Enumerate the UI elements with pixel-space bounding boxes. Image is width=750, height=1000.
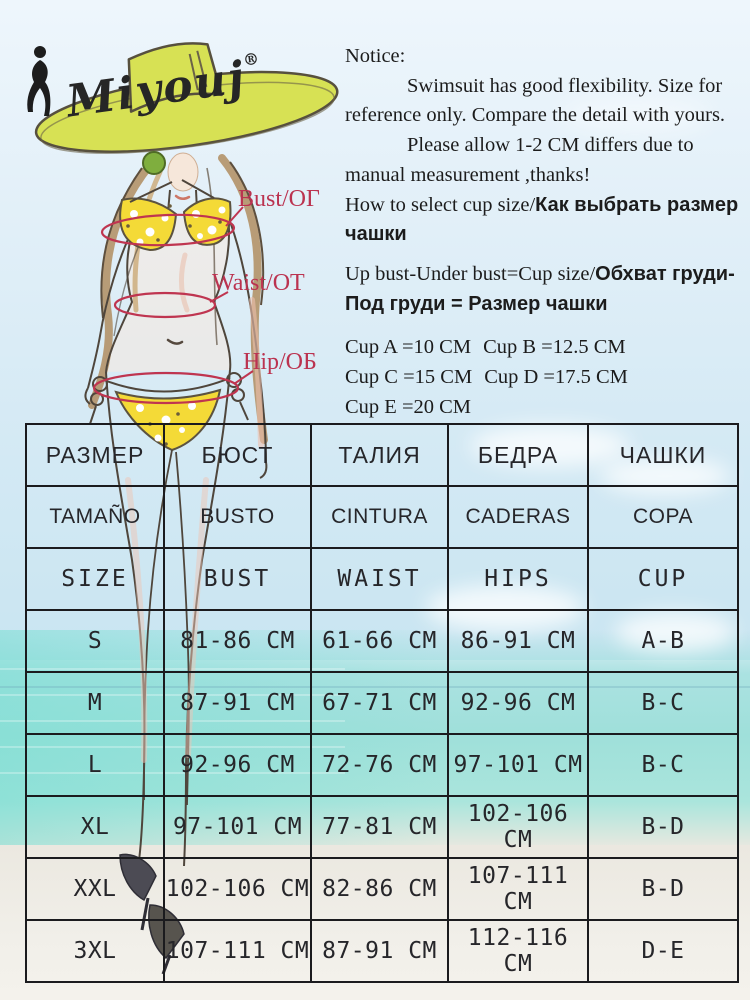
size-table-row: M 87-91 CM 67-71 CM 92-96 CM B-C: [25, 671, 739, 735]
size-table-cell: 107-111 CM: [163, 919, 312, 983]
cup-value: Cup B =12.5 CM: [483, 336, 626, 359]
notice-section: Notice: Swimsuit has good flexibility. S…: [345, 42, 747, 423]
size-table-cell: 87-91 CM: [310, 919, 449, 983]
cup-select-heading-ru: Как выбрать размер чашки: [345, 193, 739, 246]
size-table-cell: D-E: [587, 919, 739, 983]
size-table-cell: 81-86 CM: [163, 609, 312, 673]
size-table-header-cell: BUST: [163, 547, 312, 611]
size-table-cell: 86-91 CM: [447, 609, 589, 673]
size-table-cell: 61-66 CM: [310, 609, 449, 673]
size-table-cell: 92-96 CM: [163, 733, 312, 797]
size-table-cell: 3XL: [25, 919, 165, 983]
size-table-header-cell: CADERAS: [447, 485, 589, 549]
cup-value: Cup A =10 CM: [345, 336, 472, 359]
size-table-cell: XL: [25, 795, 165, 859]
size-table-header-row: SIZE BUST WAIST HIPS CUP: [25, 547, 739, 611]
cup-value: Cup D =17.5 CM: [484, 366, 628, 389]
notice-paragraph-allowance: Please allow 1-2 CM differs due to manua…: [345, 134, 694, 186]
size-table-cell: 102-106 CM: [163, 857, 312, 921]
size-table-row: XXL 102-106 CM 82-86 CM 107-111 CM B-D: [25, 857, 739, 921]
size-table-cell: 87-91 CM: [163, 671, 312, 735]
size-table-cell: A-B: [587, 609, 739, 673]
size-table-row: L 92-96 CM 72-76 CM 97-101 CM B-C: [25, 733, 739, 797]
size-table-row: XL 97-101 CM 77-81 CM 102-106 CM B-D: [25, 795, 739, 859]
size-table-cell: 92-96 CM: [447, 671, 589, 735]
brand-logo: Miyouj®: [18, 40, 262, 150]
size-table-cell: 112-116 CM: [447, 919, 589, 983]
size-table-cell: B-C: [587, 671, 739, 735]
size-table-cell: 72-76 CM: [310, 733, 449, 797]
size-table-row: 3XL 107-111 CM 87-91 CM 112-116 CM D-E: [25, 919, 739, 983]
cup-formula-en: Up bust-Under bust=Cup size/: [345, 263, 596, 286]
size-table-cell: B-C: [587, 733, 739, 797]
cup-values: Cup A =10 CM Cup B =12.5 CM Cup C =15 CM Cu…: [345, 333, 747, 422]
size-table-cell: 97-101 CM: [163, 795, 312, 859]
measure-label-hip: Hip/ОБ: [243, 349, 317, 375]
measure-label-waist: Waist/ОТ: [212, 270, 305, 296]
cup-value: Cup E =20 CM: [345, 395, 472, 418]
size-table-cell: B-D: [587, 795, 739, 859]
cup-select-heading: How to select cup size/Как выбрать разме…: [345, 191, 747, 250]
size-table-header-cell: CINTURA: [310, 485, 449, 549]
size-table-header-cell: WAIST: [310, 547, 449, 611]
brand-name: Miyouj®: [63, 48, 263, 128]
size-table-header-row: TAMAÑO BUSTO CINTURA CADERAS COPA: [25, 485, 739, 549]
size-table: РАЗМЕР БЮСТ ТАЛИЯ БЕДРА ЧАШКИ TAMAÑO BUSTO CINT…: [25, 423, 739, 983]
cup-select-heading-en: How to select cup size/: [345, 193, 536, 216]
size-table-row: S 81-86 CM 61-66 CM 86-91 CM A-B: [25, 609, 739, 673]
size-table-cell: L: [25, 733, 165, 797]
size-table-header-cell: БЮСТ: [163, 423, 312, 487]
registered-mark-icon: ®: [241, 48, 263, 70]
size-table-header-cell: SIZE: [25, 547, 165, 611]
size-table-cell: 77-81 CM: [310, 795, 449, 859]
size-table-header-row: РАЗМЕР БЮСТ ТАЛИЯ БЕДРА ЧАШКИ: [25, 423, 739, 487]
size-table-body: РАЗМЕР БЮСТ ТАЛИЯ БЕДРА ЧАШКИ TAMAÑO BUSTO CINT…: [25, 423, 739, 983]
notice-title: Notice:: [345, 45, 406, 67]
size-table-header-cell: CUP: [587, 547, 739, 611]
size-table-cell: 82-86 CM: [310, 857, 449, 921]
cup-formula-ru: Обхват груди-Под груди = Размер чашки: [345, 263, 735, 315]
cloud: [560, 95, 710, 135]
size-table-cell: B-D: [587, 857, 739, 921]
size-table-header-cell: BUSTO: [163, 485, 312, 549]
size-table-cell: 97-101 CM: [447, 733, 589, 797]
cup-formula: Up bust-Under bust=Cup size/Обхват груди…: [345, 260, 747, 319]
logo-silhouette-icon: [27, 46, 51, 116]
cup-value: Cup C =15 CM: [345, 366, 473, 389]
size-table-header-cell: ТАЛИЯ: [310, 423, 449, 487]
size-table-header-cell: HIPS: [447, 547, 589, 611]
size-table-header-cell: COPA: [587, 485, 739, 549]
size-table-header-cell: БЕДРА: [447, 423, 589, 487]
size-table-cell: S: [25, 609, 165, 673]
size-table-header-cell: РАЗМЕР: [25, 423, 165, 487]
size-table-cell: M: [25, 671, 165, 735]
size-table-cell: XXL: [25, 857, 165, 921]
size-table-cell: 107-111 CM: [447, 857, 589, 921]
size-table-header-cell: ЧАШКИ: [587, 423, 739, 487]
notice-paragraph-flexibility: Swimsuit has good flexibility. Size for …: [345, 74, 726, 127]
measure-label-bust: Bust/ОГ: [238, 186, 320, 212]
size-table-cell: 102-106 CM: [447, 795, 589, 859]
size-table-cell: 67-71 CM: [310, 671, 449, 735]
size-table-header-cell: TAMAÑO: [25, 485, 165, 549]
